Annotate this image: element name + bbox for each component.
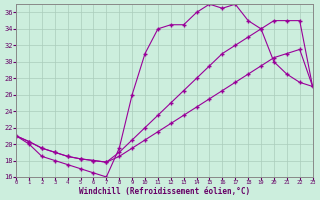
X-axis label: Windchill (Refroidissement éolien,°C): Windchill (Refroidissement éolien,°C) <box>79 187 250 196</box>
